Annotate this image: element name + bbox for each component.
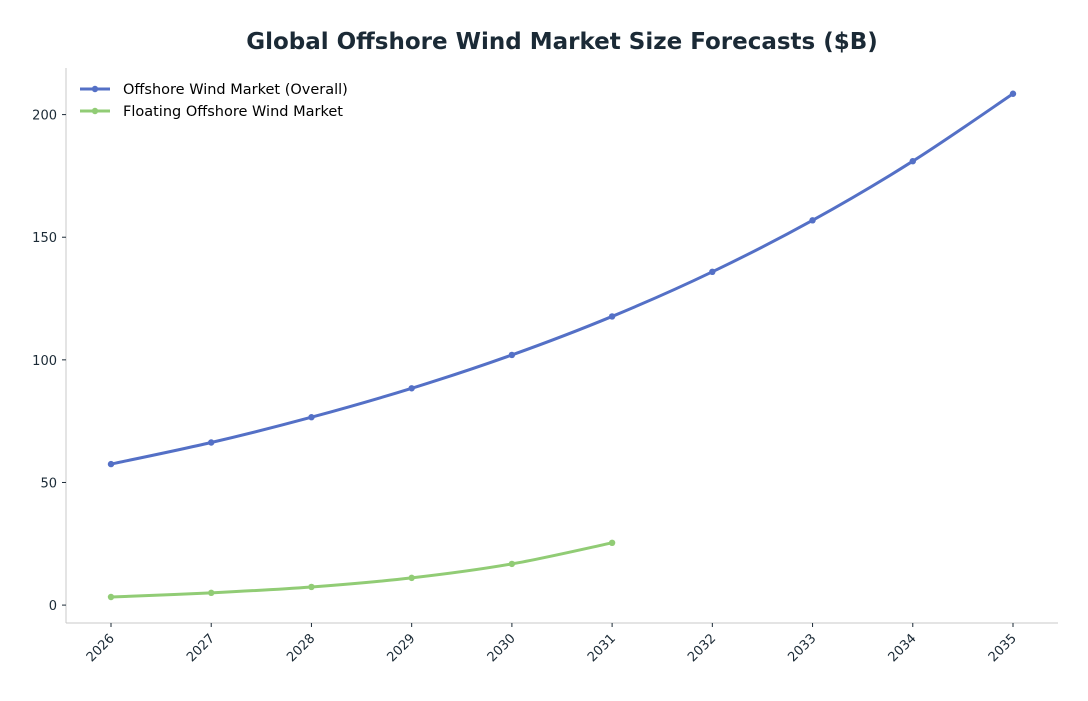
- x-tick-label: 2035: [986, 631, 1020, 665]
- y-tick-label: 100: [32, 354, 57, 369]
- x-tick-label: 2029: [384, 631, 418, 665]
- y-tick-label: 150: [32, 231, 57, 246]
- data-point: [709, 268, 716, 276]
- data-point: [208, 589, 215, 597]
- data-point: [408, 574, 415, 582]
- axes: 0 50 100 150 200 2026 2027 2028 2029 2030 2031 2032…: [32, 68, 1058, 665]
- legend-label: Floating Offshore Wind Market: [123, 104, 343, 120]
- data-point: [308, 583, 315, 591]
- series-line: [109, 541, 614, 599]
- data-point: [107, 460, 115, 468]
- data-point: [107, 593, 115, 601]
- x-tick-label: 2026: [84, 631, 118, 665]
- x-tick-label: 2034: [886, 631, 920, 665]
- x-tick-label: 2030: [485, 631, 519, 665]
- data-point: [608, 313, 616, 320]
- x-tick-label: 2028: [284, 631, 318, 665]
- data-point: [809, 217, 816, 224]
- y-tick-label: 50: [40, 476, 57, 491]
- series-layer: [107, 90, 1017, 601]
- series-2: [107, 539, 616, 601]
- x-tick-label: 2027: [184, 631, 218, 665]
- series-line: [109, 92, 1015, 466]
- y-tick-label: 200: [32, 109, 57, 124]
- series-1: [107, 90, 1017, 468]
- legend-item: Floating Offshore Wind Market: [80, 104, 343, 120]
- chart-title: Global Offshore Wind Market Size Forecas…: [246, 29, 878, 55]
- legend-item: Offshore Wind Market (Overall): [80, 82, 348, 98]
- data-point: [508, 351, 516, 359]
- y-tick-label: 0: [49, 599, 57, 614]
- data-point: [308, 414, 315, 421]
- data-point: [208, 439, 215, 446]
- x-tick-label: 2033: [785, 631, 819, 665]
- legend-label: Offshore Wind Market (Overall): [123, 82, 348, 98]
- data-point: [408, 385, 415, 392]
- legend-swatch-marker: [91, 107, 99, 115]
- data-point: [608, 539, 616, 547]
- data-point: [909, 157, 916, 165]
- x-tick-label: 2032: [685, 631, 719, 665]
- legend-swatch-marker: [91, 85, 99, 93]
- x-tick-label: 2031: [585, 631, 619, 665]
- data-point: [1009, 90, 1017, 97]
- legend: Offshore Wind Market (Overall) Floating O…: [80, 82, 348, 120]
- data-point: [508, 560, 516, 568]
